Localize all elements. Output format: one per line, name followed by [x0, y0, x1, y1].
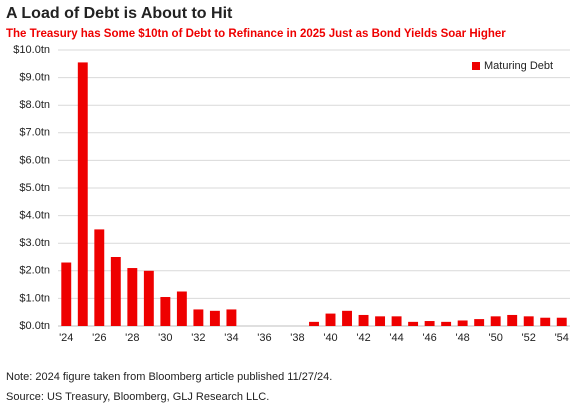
bar [358, 314, 369, 326]
x-tick-label: '32 [191, 332, 205, 344]
bar [391, 316, 402, 326]
legend-label: Maturing Debt [484, 60, 553, 72]
y-tick-label: $10.0tn [13, 44, 50, 56]
x-tick-label: '28 [125, 332, 139, 344]
bar [523, 316, 534, 326]
bar [94, 229, 105, 326]
y-tick-label: $5.0tn [19, 182, 50, 194]
bar [226, 309, 237, 326]
x-tick-label: '50 [489, 332, 503, 344]
bar [325, 313, 336, 326]
y-tick-label: $0.0tn [19, 320, 50, 332]
x-tick-label: '36 [257, 332, 271, 344]
bar [556, 317, 567, 326]
y-tick-label: $1.0tn [19, 292, 50, 304]
bar [309, 321, 319, 326]
x-tick-label: '42 [356, 332, 370, 344]
x-tick-label: '44 [389, 332, 403, 344]
bar [342, 310, 352, 326]
y-tick-label: $2.0tn [19, 265, 50, 277]
bar [408, 321, 419, 326]
x-tick-label: '30 [158, 332, 172, 344]
bar [424, 321, 435, 326]
bar [441, 321, 452, 326]
bar [143, 270, 154, 326]
y-tick-label: $3.0tn [19, 237, 50, 249]
x-tick-label: '26 [92, 332, 106, 344]
x-tick-label: '48 [455, 332, 469, 344]
bar [110, 257, 121, 326]
x-tick-label: '38 [290, 332, 304, 344]
x-tick-label: '52 [522, 332, 536, 344]
chart-subtitle: The Treasury has Some $10tn of Debt to R… [6, 28, 506, 40]
x-tick-label: '34 [224, 332, 238, 344]
y-tick-label: $8.0tn [19, 99, 50, 111]
bar [209, 310, 220, 326]
bar [127, 268, 138, 326]
x-tick-label: '46 [422, 332, 436, 344]
bar [160, 297, 171, 326]
bar [457, 320, 468, 326]
bar [193, 309, 204, 326]
y-tick-label: $9.0tn [19, 72, 50, 84]
chart-title: A Load of Debt is About to Hit [6, 5, 233, 22]
bar [507, 314, 518, 326]
y-tick-label: $4.0tn [19, 210, 50, 222]
bar [77, 62, 88, 327]
legend-swatch [472, 62, 480, 70]
bar [540, 317, 551, 326]
note: Note: 2024 figure taken from Bloomberg a… [6, 371, 332, 383]
source: Source: US Treasury, Bloomberg, GLJ Rese… [6, 391, 269, 403]
bar [375, 316, 386, 326]
bar [490, 316, 501, 326]
x-tick-label: '24 [59, 332, 73, 344]
x-tick-label: '40 [323, 332, 337, 344]
bar [176, 291, 187, 326]
y-tick-label: $6.0tn [19, 154, 50, 166]
x-tick-label: '54 [555, 332, 569, 344]
y-tick-label: $7.0tn [19, 127, 50, 139]
bar [61, 262, 72, 326]
bar [474, 319, 485, 326]
